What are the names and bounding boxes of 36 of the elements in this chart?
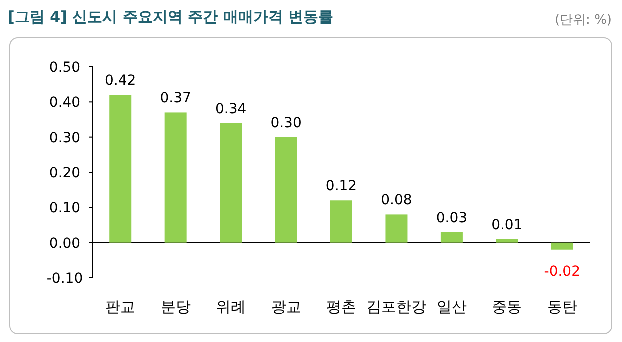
y-tick-label: 0.30 — [49, 130, 81, 146]
bar — [551, 242, 574, 250]
bar — [164, 112, 187, 243]
bar — [496, 239, 518, 243]
x-tick-label: 판교 — [106, 298, 136, 316]
text: (단위: %) — [554, 13, 612, 28]
data-label: -0.02 — [544, 264, 581, 280]
data-label: 0.03 — [436, 210, 468, 226]
data-label: 0.30 — [270, 115, 302, 132]
data-label: 0.34 — [215, 101, 247, 118]
x-tick-label: 김포한강 — [366, 298, 427, 316]
y-tick-label: -0.10 — [46, 271, 84, 287]
x-tick-label: 평촌 — [326, 298, 356, 316]
bar — [440, 232, 463, 243]
x-tick-label: 동탄 — [547, 298, 578, 316]
data-label: 0.42 — [105, 73, 136, 90]
y-tick-label: 0.00 — [49, 236, 81, 252]
data-label: 0.12 — [326, 178, 358, 195]
data-label: 0.37 — [160, 90, 192, 107]
x-tick-label: 위례 — [216, 298, 246, 316]
x-tick-label: 분당 — [160, 298, 191, 316]
bar — [275, 137, 298, 243]
bar — [386, 214, 408, 243]
y-tick-label: 0.50 — [49, 60, 81, 76]
x-tick-label: 일산 — [436, 298, 467, 316]
y-tick-label: 0.20 — [49, 166, 81, 182]
chart-title: [그림 4] 신도시 주요지역 주간 매매가격 변동률 — [8, 8, 334, 26]
bar — [110, 95, 132, 243]
y-tick-label: 0.40 — [49, 95, 81, 112]
y-tick-label: 0.10 — [49, 200, 81, 217]
data-label: 0.08 — [381, 192, 412, 209]
bar — [330, 200, 352, 243]
x-tick-label: 중동 — [492, 298, 522, 316]
x-tick-label: 광교 — [271, 298, 302, 316]
bar — [220, 123, 242, 243]
data-label: 0.01 — [492, 217, 523, 234]
